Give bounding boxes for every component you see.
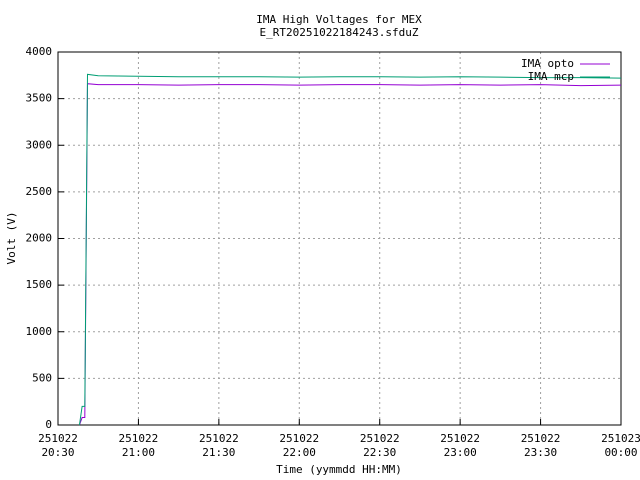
y-tick-label: 2500 (26, 185, 53, 198)
y-tick-label: 1500 (26, 278, 53, 291)
y-tick-label: 500 (32, 371, 52, 384)
y-tick-label: 3500 (26, 92, 53, 105)
y-tick-label: 1000 (26, 325, 53, 338)
series-line (78, 83, 622, 426)
x-tick-label: 21:30 (202, 446, 235, 459)
x-tick-label: 21:00 (122, 446, 155, 459)
x-tick-label: 20:30 (41, 446, 74, 459)
chart-subtitle: E_RT20251022184243.sfduZ (260, 26, 419, 39)
x-tick-label: 22:30 (363, 446, 396, 459)
x-tick-label: 251022 (119, 432, 159, 445)
plot-frame (57, 51, 622, 426)
x-tick-label: 23:30 (524, 446, 557, 459)
x-tick-label: 23:00 (444, 446, 477, 459)
x-tick-label: 251022 (199, 432, 239, 445)
x-tick-label: 251022 (440, 432, 480, 445)
legend-label: IMA opto (521, 57, 574, 70)
x-tick-label: 22:00 (283, 446, 316, 459)
x-axis-label: Time (yymmdd HH:MM) (276, 463, 402, 476)
y-tick-label: 0 (45, 418, 52, 431)
y-tick-label: 2000 (26, 232, 53, 245)
legend-label: IMA mcp (528, 70, 574, 83)
x-tick-label: 251022 (360, 432, 400, 445)
y-tick-label: 3000 (26, 138, 53, 151)
x-tick-label: 251022 (521, 432, 561, 445)
series-line (78, 73, 622, 426)
x-tick-label: 251022 (38, 432, 78, 445)
chart-title: IMA High Voltages for MEX (256, 13, 422, 26)
y-axis-label: Volt (V) (5, 212, 18, 265)
x-tick-label: 251023 (601, 432, 640, 445)
y-tick-label: 4000 (26, 45, 53, 58)
x-tick-label: 00:00 (604, 446, 637, 459)
x-tick-label: 251022 (279, 432, 319, 445)
